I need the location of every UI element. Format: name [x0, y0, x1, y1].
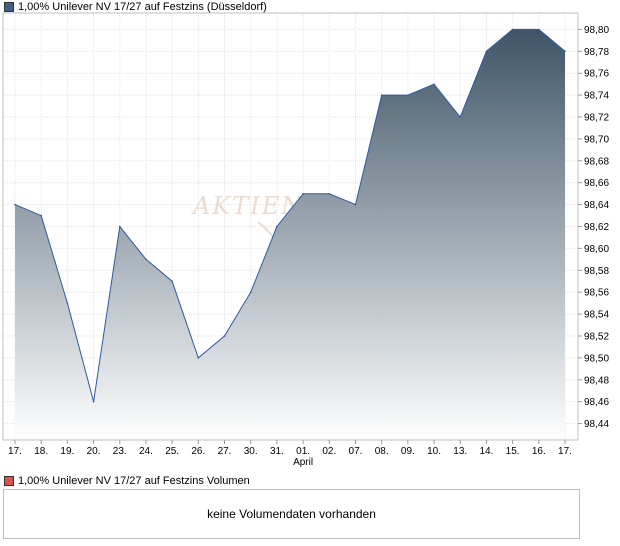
- y-tick-label: 98,46: [584, 397, 609, 408]
- watermark-text: AKTIEN: [191, 192, 304, 220]
- x-tick-label: 31.: [270, 446, 284, 457]
- price-point: [302, 192, 304, 195]
- x-tick-label: 16.: [532, 446, 546, 457]
- price-line: [14, 28, 566, 402]
- x-tick-label: 14.: [479, 446, 493, 457]
- x-tick-label: 17.: [8, 446, 22, 457]
- x-tick-label: 18.: [34, 446, 48, 457]
- volume-legend-swatch: [4, 476, 14, 486]
- y-tick-label: 98,52: [584, 331, 609, 342]
- price-point: [223, 335, 226, 337]
- y-tick-label: 98,60: [584, 244, 609, 255]
- y-tick-label: 98,68: [584, 156, 609, 167]
- x-tick-label: 26.: [191, 446, 205, 457]
- price-point: [249, 291, 252, 293]
- volume-empty-message: keine Volumendaten vorhanden: [207, 507, 376, 521]
- price-point: [92, 400, 95, 403]
- x-tick-label: 07.: [349, 446, 363, 457]
- y-tick-label: 98,72: [584, 113, 609, 124]
- y-tick-label: 98,62: [584, 222, 609, 233]
- price-point: [197, 357, 200, 359]
- price-point: [538, 28, 540, 31]
- price-point: [145, 258, 147, 261]
- price-chart: 98,44 98,46 98,48 98,50 98,52 98,54 98,56 98,58…: [2, 12, 609, 468]
- price-point: [14, 203, 16, 206]
- price-point: [118, 225, 121, 228]
- price-point: [276, 225, 278, 228]
- x-tick-label: 25.: [165, 446, 179, 457]
- x-tick-label: 19.: [60, 446, 74, 457]
- y-tick-label: 98,48: [584, 375, 609, 386]
- price-point: [171, 280, 173, 283]
- volume-legend: 1,00% Unilever NV 17/27 auf Festzins Vol…: [4, 474, 250, 488]
- x-tick-label: 08.: [375, 446, 389, 457]
- price-point: [40, 214, 42, 217]
- x-tick-label: 30.: [244, 446, 258, 457]
- x-tick-label: 02.: [322, 446, 336, 457]
- price-legend: 1,00% Unilever NV 17/27 auf Festzins (Dü…: [4, 0, 267, 14]
- y-tick-label: 98,54: [584, 310, 609, 321]
- x-month-label: April: [293, 457, 313, 468]
- y-tick-label: 98,58: [584, 266, 609, 277]
- price-legend-swatch: [4, 2, 14, 12]
- price-point: [564, 50, 566, 53]
- x-tick-label: 09.: [401, 446, 415, 457]
- y-tick-label: 98,44: [584, 419, 609, 430]
- plot-frame: [2, 12, 579, 441]
- y-tick-label: 98,78: [584, 47, 609, 58]
- price-area: [15, 29, 565, 441]
- price-point: [485, 50, 488, 53]
- x-tick-label: 23.: [113, 446, 127, 457]
- volume-chart-title: 1,00% Unilever NV 17/27 auf Festzins Vol…: [18, 475, 250, 487]
- price-chart-title: 1,00% Unilever NV 17/27 auf Festzins (Dü…: [18, 1, 267, 13]
- price-point: [328, 192, 331, 195]
- y-tick-label: 98,80: [584, 25, 609, 36]
- x-tick-label: 10.: [427, 446, 441, 457]
- x-tick-label: 01.: [296, 446, 310, 457]
- price-point: [511, 28, 514, 31]
- price-point: [407, 94, 409, 96]
- y-tick-label: 98,50: [584, 353, 609, 364]
- y-tick-label: 98,74: [584, 91, 609, 102]
- volume-panel: keine Volumendaten vorhanden: [3, 489, 580, 539]
- price-point: [354, 203, 357, 206]
- price-point: [433, 83, 435, 85]
- x-tick-label: 27.: [218, 446, 232, 457]
- price-point: [66, 302, 69, 304]
- price-point: [459, 116, 462, 118]
- x-tick-label: 15.: [506, 446, 520, 457]
- x-tick-label: 17.: [558, 446, 572, 457]
- x-tick-label: 24.: [139, 446, 153, 457]
- x-tick-label: 13.: [453, 446, 467, 457]
- price-point: [380, 94, 383, 96]
- y-tick-label: 98,66: [584, 178, 609, 189]
- y-tick-label: 98,70: [584, 134, 609, 145]
- y-tick-label: 98,64: [584, 200, 609, 211]
- x-tick-label: 20.: [87, 446, 101, 457]
- y-tick-label: 98,56: [584, 288, 609, 299]
- y-tick-label: 98,76: [584, 69, 609, 80]
